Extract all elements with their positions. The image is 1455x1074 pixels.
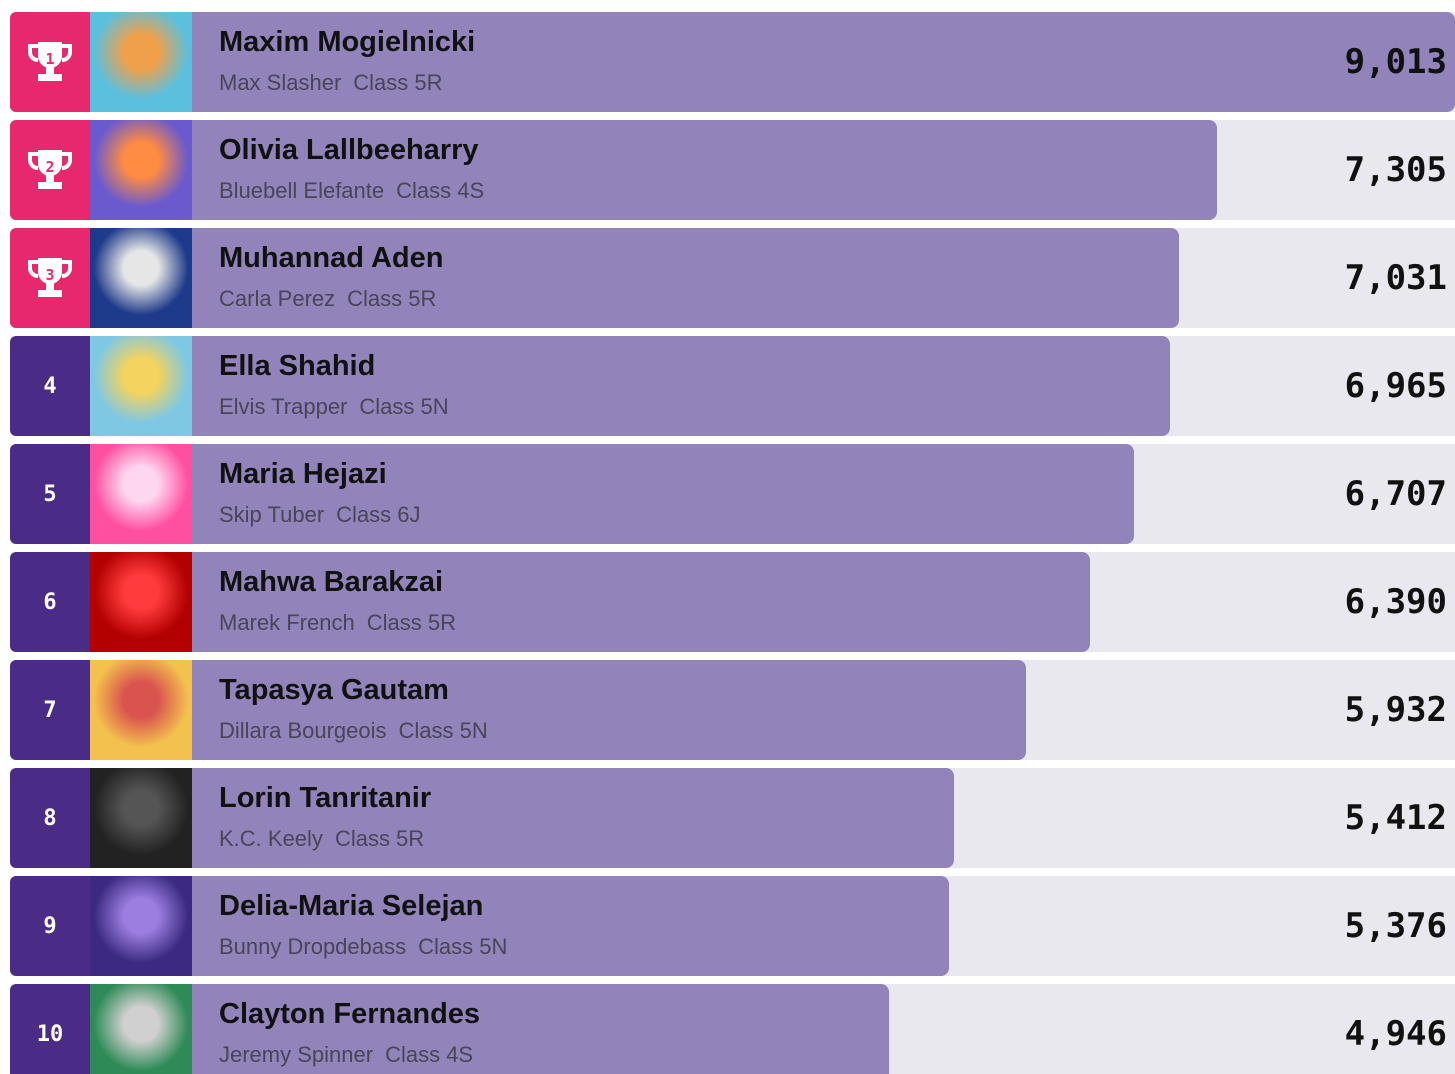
- rank-badge: 4: [10, 336, 90, 436]
- leaderboard-row: 9 Delia-Maria Selejan Bunny Dropdebass Clas…: [10, 876, 1455, 976]
- rank-number: 8: [43, 806, 56, 831]
- student-name: Tapasya Gautam: [219, 674, 449, 707]
- rank-badge: 5: [10, 444, 90, 544]
- rank-number: 4: [43, 374, 56, 399]
- avatar-name: Dillara Bourgeois: [219, 718, 387, 743]
- avatar-name: Jeremy Spinner: [219, 1042, 373, 1067]
- student-details: Marek French Class 5R: [219, 610, 456, 636]
- avatar-name: Bluebell Elefante: [219, 178, 384, 203]
- rank-badge: 3: [10, 228, 90, 328]
- rank-number: 1: [10, 50, 90, 68]
- avatar: [90, 12, 192, 112]
- student-details: Dillara Bourgeois Class 5N: [219, 718, 488, 744]
- avatar: [90, 120, 192, 220]
- class-name: Class 4S: [385, 1042, 473, 1067]
- student-name: Delia-Maria Selejan: [219, 890, 483, 923]
- score-value: 7,031: [1345, 258, 1447, 298]
- score-value: 6,965: [1345, 366, 1447, 406]
- leaderboard-row: 6 Mahwa Barakzai Marek French Class 5R 6,390: [10, 552, 1455, 652]
- class-name: Class 5R: [347, 286, 436, 311]
- score-value: 4,946: [1345, 1014, 1447, 1054]
- student-name: Clayton Fernandes: [219, 998, 480, 1031]
- leaderboard-row: 1 Maxim Mogielnicki Max Slasher Class 5R 9,0…: [10, 12, 1455, 112]
- leaderboard: 1 Maxim Mogielnicki Max Slasher Class 5R 9,0…: [0, 0, 1455, 1074]
- score-value: 9,013: [1345, 42, 1447, 82]
- leaderboard-row: 7 Tapasya Gautam Dillara Bourgeois Class 5N…: [10, 660, 1455, 760]
- avatar-name: Skip Tuber: [219, 502, 324, 527]
- student-details: Carla Perez Class 5R: [219, 286, 436, 312]
- student-name: Muhannad Aden: [219, 242, 443, 275]
- rank-number: 9: [43, 914, 56, 939]
- rank-number: 3: [10, 266, 90, 284]
- student-name: Ella Shahid: [219, 350, 375, 383]
- student-name: Maria Hejazi: [219, 458, 387, 491]
- avatar: [90, 228, 192, 328]
- student-details: Skip Tuber Class 6J: [219, 502, 421, 528]
- rank-number: 5: [43, 482, 56, 507]
- class-name: Class 5R: [353, 70, 442, 95]
- rank-badge: 2: [10, 120, 90, 220]
- leaderboard-row: 4 Ella Shahid Elvis Trapper Class 5N 6,965: [10, 336, 1455, 436]
- avatar: [90, 552, 192, 652]
- avatar: [90, 984, 192, 1074]
- class-name: Class 6J: [336, 502, 420, 527]
- avatar-name: Bunny Dropdebass: [219, 934, 406, 959]
- rank-badge: 9: [10, 876, 90, 976]
- student-name: Mahwa Barakzai: [219, 566, 443, 599]
- score-value: 5,376: [1345, 906, 1447, 946]
- rank-number: 6: [43, 590, 56, 615]
- student-name: Lorin Tanritanir: [219, 782, 431, 815]
- avatar-name: Max Slasher: [219, 70, 341, 95]
- avatar: [90, 876, 192, 976]
- avatar-name: Marek French: [219, 610, 355, 635]
- leaderboard-row: 10 Clayton Fernandes Jeremy Spinner Class 4…: [10, 984, 1455, 1074]
- student-name: Maxim Mogielnicki: [219, 26, 475, 59]
- student-details: Bunny Dropdebass Class 5N: [219, 934, 507, 960]
- student-details: Elvis Trapper Class 5N: [219, 394, 449, 420]
- score-value: 5,932: [1345, 690, 1447, 730]
- avatar-name: K.C. Keely: [219, 826, 323, 851]
- rank-badge: 8: [10, 768, 90, 868]
- student-details: Bluebell Elefante Class 4S: [219, 178, 484, 204]
- student-details: Jeremy Spinner Class 4S: [219, 1042, 473, 1068]
- score-value: 6,707: [1345, 474, 1447, 514]
- class-name: Class 5N: [418, 934, 507, 959]
- score-value: 5,412: [1345, 798, 1447, 838]
- avatar: [90, 768, 192, 868]
- rank-number: 2: [10, 158, 90, 176]
- avatar: [90, 660, 192, 760]
- rank-number: 7: [43, 698, 56, 723]
- student-name: Olivia Lallbeeharry: [219, 134, 479, 167]
- score-value: 6,390: [1345, 582, 1447, 622]
- class-name: Class 5N: [399, 718, 488, 743]
- student-details: K.C. Keely Class 5R: [219, 826, 424, 852]
- rank-badge: 10: [10, 984, 90, 1074]
- rank-number: 10: [37, 1022, 64, 1047]
- rank-badge: 1: [10, 12, 90, 112]
- class-name: Class 5R: [367, 610, 456, 635]
- avatar: [90, 336, 192, 436]
- class-name: Class 4S: [396, 178, 484, 203]
- class-name: Class 5N: [359, 394, 448, 419]
- leaderboard-row: 2 Olivia Lallbeeharry Bluebell Elefante Cla…: [10, 120, 1455, 220]
- class-name: Class 5R: [335, 826, 424, 851]
- student-details: Max Slasher Class 5R: [219, 70, 443, 96]
- rank-badge: 7: [10, 660, 90, 760]
- avatar: [90, 444, 192, 544]
- leaderboard-row: 5 Maria Hejazi Skip Tuber Class 6J 6,707: [10, 444, 1455, 544]
- score-value: 7,305: [1345, 150, 1447, 190]
- leaderboard-row: 3 Muhannad Aden Carla Perez Class 5R 7,031: [10, 228, 1455, 328]
- leaderboard-row: 8 Lorin Tanritanir K.C. Keely Class 5R 5,412: [10, 768, 1455, 868]
- avatar-name: Carla Perez: [219, 286, 335, 311]
- rank-badge: 6: [10, 552, 90, 652]
- avatar-name: Elvis Trapper: [219, 394, 347, 419]
